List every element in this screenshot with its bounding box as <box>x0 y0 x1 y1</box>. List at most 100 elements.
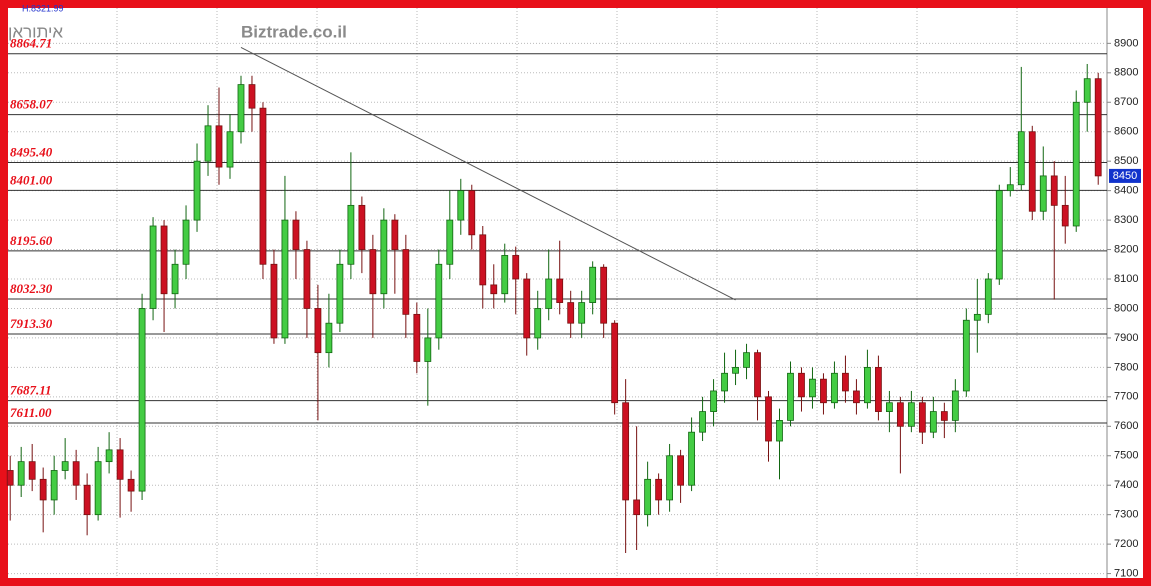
candle-body <box>28 461 36 480</box>
candle-body <box>699 411 706 433</box>
candle-body <box>116 449 124 480</box>
candle-body <box>710 390 717 412</box>
candle-body <box>973 313 981 321</box>
candle-body <box>688 431 695 486</box>
candle-body <box>259 107 267 265</box>
candle-body <box>347 204 355 265</box>
candle-body <box>589 266 597 303</box>
candle-body <box>951 390 959 421</box>
candle-body <box>1039 175 1047 212</box>
candle-body <box>171 263 179 295</box>
plot-background <box>8 8 1143 578</box>
candle-body <box>1061 204 1069 227</box>
candle-body <box>907 402 915 427</box>
candle-body <box>885 402 893 412</box>
candle-body <box>193 160 201 221</box>
y-tick-label: 8200 <box>1114 243 1138 255</box>
candle-body <box>435 263 443 339</box>
y-tick-label: 7300 <box>1114 509 1138 521</box>
y-tick-label: 8000 <box>1114 302 1138 314</box>
candle-body <box>83 484 91 516</box>
candle-body <box>655 478 663 501</box>
candle-body <box>457 190 465 221</box>
candle-body <box>666 455 673 501</box>
y-tick-label: 8700 <box>1114 96 1138 108</box>
candle-body <box>512 255 520 280</box>
candle-body <box>743 352 750 368</box>
candle-body <box>138 308 146 492</box>
level-label: 8195.60 <box>10 233 53 248</box>
candle-body <box>940 411 948 421</box>
candle-body <box>918 402 926 433</box>
candle-body <box>896 402 904 427</box>
candle-body <box>611 322 619 404</box>
candle-body <box>237 84 245 133</box>
level-label: 7611.00 <box>10 405 52 420</box>
y-tick-label: 8100 <box>1114 273 1138 285</box>
y-tick-label: 7400 <box>1114 479 1138 491</box>
level-label: 8032.30 <box>10 281 53 296</box>
candle-body <box>413 313 421 362</box>
candle-body <box>501 255 509 295</box>
chart-title: איתוראן <box>8 22 63 41</box>
candle-body <box>325 322 333 354</box>
candle-body <box>545 278 553 309</box>
candle-body <box>94 461 102 516</box>
y-tick-label: 8900 <box>1114 37 1138 49</box>
candle-body <box>182 219 190 265</box>
candle-body <box>105 449 113 463</box>
candle-body <box>248 84 256 109</box>
candle-body <box>754 352 761 398</box>
candle-body <box>270 263 278 339</box>
level-label: 8658.07 <box>10 97 53 112</box>
candle-body <box>677 455 684 486</box>
y-tick-label: 8600 <box>1114 126 1138 138</box>
candle-body <box>479 234 487 286</box>
candle-body <box>831 372 838 404</box>
y-tick-label: 7500 <box>1114 450 1138 462</box>
y-tick-label: 8300 <box>1114 214 1138 226</box>
candle-body <box>446 219 454 265</box>
candle-body <box>17 461 25 486</box>
candle-body <box>622 402 630 501</box>
candle-body <box>984 278 992 315</box>
y-tick-label: 7700 <box>1114 391 1138 403</box>
candle-body <box>798 372 805 398</box>
level-label: 8495.40 <box>10 145 53 160</box>
candle-body <box>1072 101 1080 227</box>
candle-body <box>556 278 564 303</box>
candle-body <box>578 302 586 324</box>
candle-body <box>1017 131 1025 186</box>
candle-body <box>149 225 157 309</box>
candle-body <box>787 372 794 421</box>
candle-body <box>72 461 80 486</box>
candle-body <box>402 249 410 315</box>
candle-body <box>864 366 871 404</box>
candle-body <box>1050 175 1058 206</box>
y-tick-label: 8400 <box>1114 185 1138 197</box>
candle-body <box>995 190 1003 280</box>
candle-body <box>776 420 783 442</box>
candle-body <box>1094 78 1102 177</box>
candle-body <box>204 125 212 162</box>
candle-body <box>929 411 937 433</box>
y-tick-label: 8800 <box>1114 67 1138 79</box>
y-tick-label: 7600 <box>1114 420 1138 432</box>
candle-body <box>303 249 311 309</box>
candle-body <box>809 378 816 398</box>
candle-body <box>1028 131 1036 212</box>
candle-body <box>336 263 344 324</box>
candle-body <box>721 372 728 392</box>
candle-body <box>1083 78 1091 103</box>
candle-body <box>1006 184 1014 192</box>
y-tick-label: 7900 <box>1114 332 1138 344</box>
y-tick-label: 7200 <box>1114 538 1138 550</box>
candle-body <box>567 302 575 324</box>
candle-body <box>534 308 542 339</box>
candle-body <box>490 284 498 295</box>
candle-body <box>468 190 476 236</box>
candle-body <box>160 225 168 295</box>
candle-body <box>6 470 14 486</box>
candle-body <box>39 478 47 501</box>
